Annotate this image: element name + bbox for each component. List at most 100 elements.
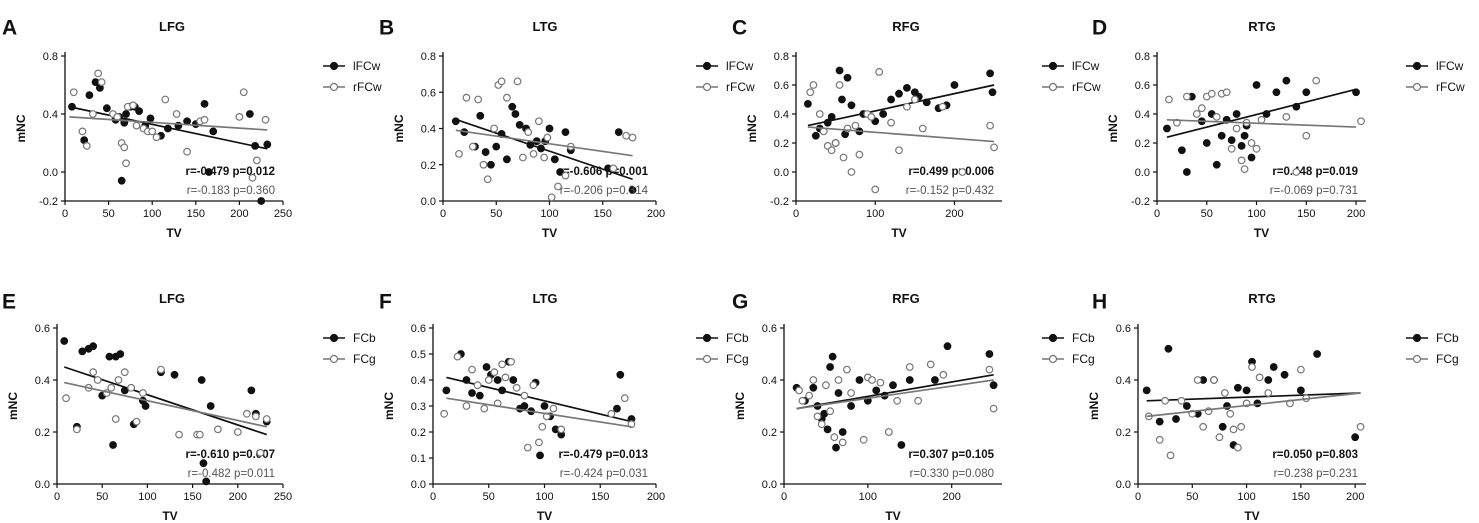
series-fcg-point	[830, 433, 839, 442]
series-fcb-point	[613, 404, 621, 413]
series-fcb-point	[170, 370, 179, 379]
series-lfcw-point	[1163, 124, 1171, 133]
legend-label: FCg	[353, 352, 376, 366]
series-rfcw-point	[1357, 117, 1365, 126]
y-tick-label: 0.6	[1116, 323, 1131, 335]
series-fcg-point	[1220, 389, 1229, 397]
series-fcg-point	[62, 394, 70, 403]
correlation-stat: r=0.238 p=0.231	[1274, 468, 1358, 480]
series-rfcw-point	[132, 121, 141, 130]
series-rfcw-point	[867, 112, 876, 121]
series-lfcw-point	[811, 131, 820, 140]
y-axis-label: mNC	[392, 114, 406, 142]
y-tick-label: 0.5	[411, 349, 426, 361]
series-fcg-point	[1177, 396, 1186, 405]
series-lfcw-point	[451, 117, 460, 126]
series-fcg-point	[1210, 376, 1218, 384]
legend-swatch-marker	[1412, 333, 1422, 343]
y-tick-label: 0.6	[421, 87, 436, 99]
series-rfcw-point	[1207, 89, 1216, 98]
series-rfcw-point	[120, 143, 129, 152]
series-fcg-point	[926, 360, 935, 369]
y-axis-label: mNC	[745, 114, 759, 142]
series-rfcw-point	[910, 95, 919, 104]
series-lfcw-point	[988, 88, 997, 97]
legend-label: lFCw	[1436, 59, 1464, 73]
series-fcg-point	[1166, 451, 1175, 460]
chart-panel-b: B LTG 0 50 100 150 200 0.0 0.2 0.4 0.6 0.8 TV mNC lFCw…	[379, 16, 755, 240]
series-fcg-point	[127, 383, 136, 392]
series-lfcw-point	[200, 99, 209, 108]
series-lfcw-point	[879, 110, 888, 118]
series-fcg-point	[520, 391, 529, 400]
x-tick-label: 150	[1297, 208, 1315, 220]
x-tick-label: 200	[1347, 208, 1365, 220]
series-fcb-point	[1233, 383, 1242, 392]
legend-swatch-marker	[329, 354, 339, 364]
series-rfcw-point	[82, 141, 91, 150]
series-fcg-point	[822, 381, 830, 390]
legend-swatch-marker	[1412, 82, 1422, 92]
series-lfcw-point	[843, 73, 852, 82]
legend-label: FCb	[1072, 331, 1095, 345]
series-fcg-point	[795, 386, 803, 395]
series-rfcw-point	[490, 124, 499, 133]
series-lfcw-point	[511, 110, 520, 118]
series-fcg-point	[501, 373, 510, 382]
series-fcb-point	[493, 376, 502, 384]
chart-panel-g: G RFG 0 100 200 0.0 0.2 0.4 0.6 TV mNC FCb r=0.307 p…	[732, 290, 1095, 523]
y-tick-label: 0.4	[35, 375, 50, 387]
series-fcg-point	[809, 376, 818, 384]
series-fcg-point	[859, 435, 868, 444]
series-fcb-point	[540, 402, 549, 410]
legend-label: rFCw	[726, 80, 755, 94]
correlation-stat: r=0.307 p=0.105	[908, 449, 994, 461]
x-tick-label: 250	[274, 208, 292, 220]
series-fcg-point	[251, 412, 260, 421]
series-rfcw-point	[887, 118, 895, 127]
series-lfcw-point	[257, 197, 266, 205]
legend-label: lFCw	[726, 59, 754, 73]
y-tick-label: 0.6	[774, 80, 789, 92]
x-tick-label: 200	[230, 208, 248, 220]
series-fcg-point	[876, 378, 885, 387]
y-tick-label: 0.3	[411, 401, 426, 413]
series-fcg-point	[262, 415, 271, 423]
series-fcg-point	[549, 404, 558, 413]
y-tick-label: 0.0	[35, 479, 50, 491]
series-rfcw-point	[1237, 156, 1246, 165]
series-fcg-point	[72, 425, 81, 434]
series-rfcw-point	[529, 149, 538, 158]
series-lfcw-point	[803, 99, 812, 108]
legend-label: FCg	[1436, 352, 1459, 366]
series-fcb-point	[109, 441, 117, 449]
series-rfcw-point	[847, 168, 856, 176]
series-fcb-point	[834, 389, 843, 397]
y-tick-label: 0.2	[762, 427, 777, 439]
chart-panel-f: F LTG 0 50 100 150 200 0.0 0.1 0.2 0.3 0.4 0.5 0.6 TV m…	[379, 290, 749, 523]
x-tick-label: 100	[143, 208, 161, 220]
x-axis-label: TV	[166, 226, 181, 240]
series-lfcw-point	[1282, 76, 1291, 85]
series-rfcw-point	[827, 146, 836, 155]
series-fcb-point	[141, 402, 150, 410]
series-fcb-point	[1155, 417, 1164, 426]
series-rfcw-point	[1182, 92, 1191, 101]
y-tick-label: 0.4	[774, 109, 789, 121]
series-fcg-point	[939, 370, 948, 379]
panel-letter: H	[1092, 290, 1107, 313]
series-rfcw-point	[97, 78, 106, 86]
series-fcb-point	[1351, 433, 1360, 442]
x-tick-label: 150	[187, 208, 205, 220]
legend-swatch-marker	[702, 61, 712, 71]
legend-label: rFCw	[1072, 80, 1101, 94]
series-lfcw-point	[487, 160, 495, 169]
series-rfcw-point	[835, 81, 844, 89]
series-lfcw-point	[508, 102, 517, 111]
series-fcb-point	[1172, 415, 1180, 423]
series-rfcw-point	[252, 156, 261, 165]
series-rfcw-point	[986, 121, 995, 130]
panel-letter: D	[1092, 16, 1107, 39]
series-fcb-point	[202, 477, 211, 486]
series-rfcw-point	[1252, 144, 1261, 153]
